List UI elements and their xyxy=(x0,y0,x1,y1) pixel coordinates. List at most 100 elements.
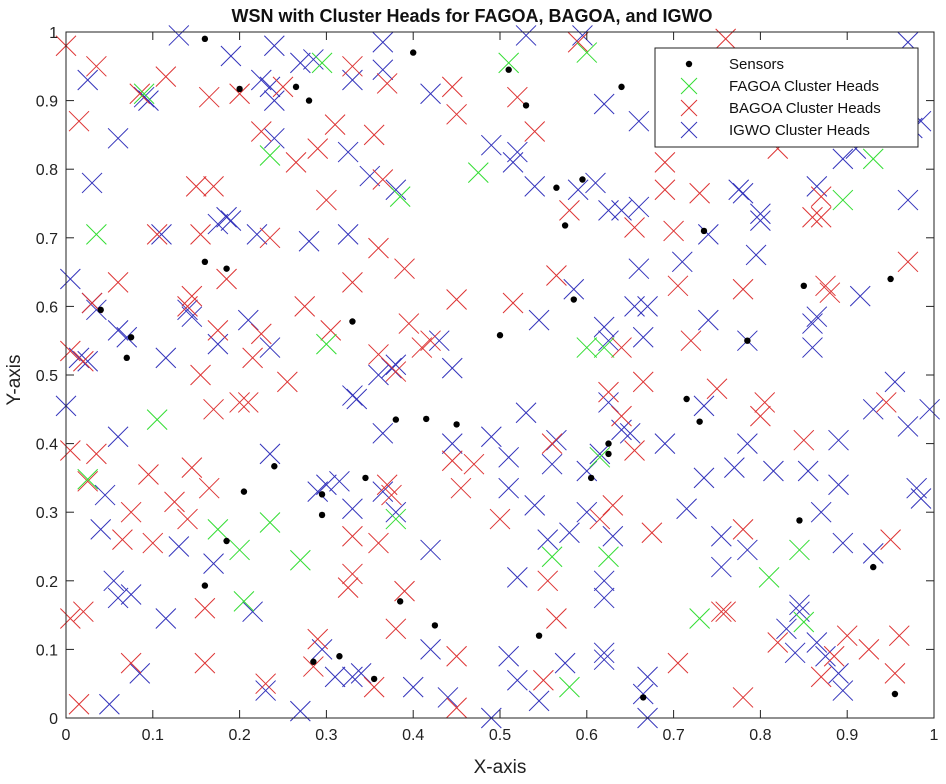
y-tick-label: 0.4 xyxy=(36,437,58,454)
igwo-cluster-head-marker xyxy=(737,433,758,454)
igwo-cluster-head-marker xyxy=(828,429,849,451)
igwo-cluster-head-marker xyxy=(897,416,919,437)
igwo-cluster-head-marker xyxy=(598,330,619,352)
fagoa-cluster-head-marker xyxy=(541,546,563,568)
bagoa-cluster-head-marker xyxy=(337,577,359,599)
igwo-cluster-head-marker xyxy=(168,25,190,46)
igwo-cluster-head-marker xyxy=(611,200,632,221)
bagoa-cluster-head-marker xyxy=(368,532,389,554)
fagoa-cluster-head-marker xyxy=(862,148,884,170)
igwo-cluster-head-marker xyxy=(116,326,138,348)
igwo-cluster-head-marker xyxy=(628,258,650,280)
bagoa-cluster-head-marker xyxy=(285,151,307,173)
bagoa-cluster-head-marker xyxy=(632,371,654,393)
igwo-cluster-head-marker xyxy=(420,83,441,105)
bagoa-cluster-head-marker xyxy=(59,608,81,629)
bagoa-cluster-head-marker xyxy=(823,645,845,667)
bagoa-cluster-head-marker xyxy=(190,364,211,386)
bagoa-cluster-head-marker xyxy=(73,601,94,623)
igwo-cluster-head-marker xyxy=(259,337,281,358)
bagoa-cluster-head-marker xyxy=(86,443,107,465)
igwo-cluster-head-marker xyxy=(576,501,598,523)
igwo-cluster-head-marker xyxy=(750,203,771,225)
igwo-cluster-head-marker xyxy=(372,59,394,81)
igwo-cluster-head-marker xyxy=(515,25,537,46)
igwo-cluster-head-marker xyxy=(546,429,567,451)
igwo-cluster-head-marker xyxy=(828,663,849,684)
y-tick-label: 0.1 xyxy=(36,642,58,659)
igwo-cluster-head-marker xyxy=(502,151,524,173)
bagoa-cluster-head-marker xyxy=(146,224,168,245)
igwo-cluster-head-marker xyxy=(559,522,580,544)
igwo-cluster-head-marker xyxy=(259,443,281,465)
bagoa-cluster-head-marker xyxy=(185,175,207,197)
y-tick-label: 0 xyxy=(49,711,58,728)
bagoa-cluster-head-marker xyxy=(810,666,832,688)
igwo-cluster-head-marker xyxy=(77,350,99,372)
fagoa-cluster-head-marker xyxy=(316,333,337,355)
igwo-cluster-head-marker xyxy=(632,326,654,348)
igwo-cluster-head-marker xyxy=(441,357,463,379)
igwo-cluster-head-marker xyxy=(554,652,576,674)
bagoa-cluster-head-marker xyxy=(59,440,81,461)
bagoa-cluster-head-marker xyxy=(376,474,398,496)
sensor-point xyxy=(522,102,530,109)
bagoa-cluster-head-marker xyxy=(177,508,198,530)
sensor-point xyxy=(240,488,248,495)
bagoa-cluster-head-marker xyxy=(138,464,159,485)
bagoa-cluster-head-marker xyxy=(255,673,276,695)
sensor-point xyxy=(362,474,369,482)
bagoa-cluster-head-marker xyxy=(385,618,407,640)
igwo-cluster-head-marker xyxy=(897,189,919,211)
igwo-cluster-head-marker xyxy=(784,642,806,664)
bagoa-cluster-head-marker xyxy=(836,625,858,647)
igwo-cluster-head-marker xyxy=(593,93,615,115)
igwo-cluster-head-marker xyxy=(515,402,537,424)
bagoa-cluster-head-marker xyxy=(888,625,910,647)
igwo-cluster-head-marker xyxy=(528,309,550,331)
igwo-cluster-head-marker xyxy=(263,127,285,149)
igwo-cluster-head-marker xyxy=(637,296,658,317)
sensor-point xyxy=(201,35,209,43)
bagoa-cluster-head-marker xyxy=(342,55,363,77)
bagoa-cluster-head-marker xyxy=(320,320,342,341)
fagoa-cluster-head-marker xyxy=(385,508,407,530)
bagoa-cluster-head-marker xyxy=(307,628,329,650)
sensor-point xyxy=(431,622,439,629)
igwo-cluster-head-marker xyxy=(372,31,394,53)
fagoa-cluster-head-marker xyxy=(758,567,780,588)
x-tick-label: 0.1 xyxy=(142,727,164,744)
igwo-cluster-head-marker xyxy=(541,453,563,475)
igwo-cluster-head-marker xyxy=(259,76,281,98)
igwo-cluster-head-marker xyxy=(250,69,272,91)
bagoa-cluster-head-marker xyxy=(342,525,363,547)
igwo-cluster-head-marker xyxy=(693,467,715,489)
fagoa-cluster-head-marker xyxy=(229,539,250,561)
x-axis-label: X-axis xyxy=(474,757,527,778)
igwo-cluster-head-marker xyxy=(263,35,285,57)
bagoa-cluster-head-marker xyxy=(810,206,832,228)
sensor-point xyxy=(800,282,807,290)
bagoa-cluster-head-marker xyxy=(567,31,589,53)
fagoa-cluster-head-marker xyxy=(259,512,281,533)
igwo-cluster-head-marker xyxy=(910,488,932,509)
igwo-cluster-head-marker xyxy=(385,354,407,376)
bagoa-cluster-head-marker xyxy=(602,494,624,516)
igwo-cluster-head-marker xyxy=(919,398,941,420)
bagoa-cluster-head-marker xyxy=(194,652,216,674)
x-tick-label: 0.5 xyxy=(489,727,511,744)
sensor-point xyxy=(535,632,543,639)
igwo-cluster-head-marker xyxy=(103,570,125,592)
igwo-cluster-head-marker xyxy=(203,553,224,575)
sensor-point xyxy=(605,450,612,458)
legend-label: BAGOA Cluster Heads xyxy=(729,100,881,117)
sensor-point xyxy=(587,474,595,482)
bagoa-cluster-head-marker xyxy=(316,189,337,211)
bagoa-cluster-head-marker xyxy=(667,652,689,674)
fagoa-cluster-head-marker xyxy=(467,162,489,183)
bagoa-cluster-head-marker xyxy=(394,580,415,602)
igwo-cluster-head-marker xyxy=(337,141,359,163)
igwo-cluster-head-marker xyxy=(737,539,758,561)
bagoa-cluster-head-marker xyxy=(68,693,90,715)
sensor-point xyxy=(891,690,899,698)
